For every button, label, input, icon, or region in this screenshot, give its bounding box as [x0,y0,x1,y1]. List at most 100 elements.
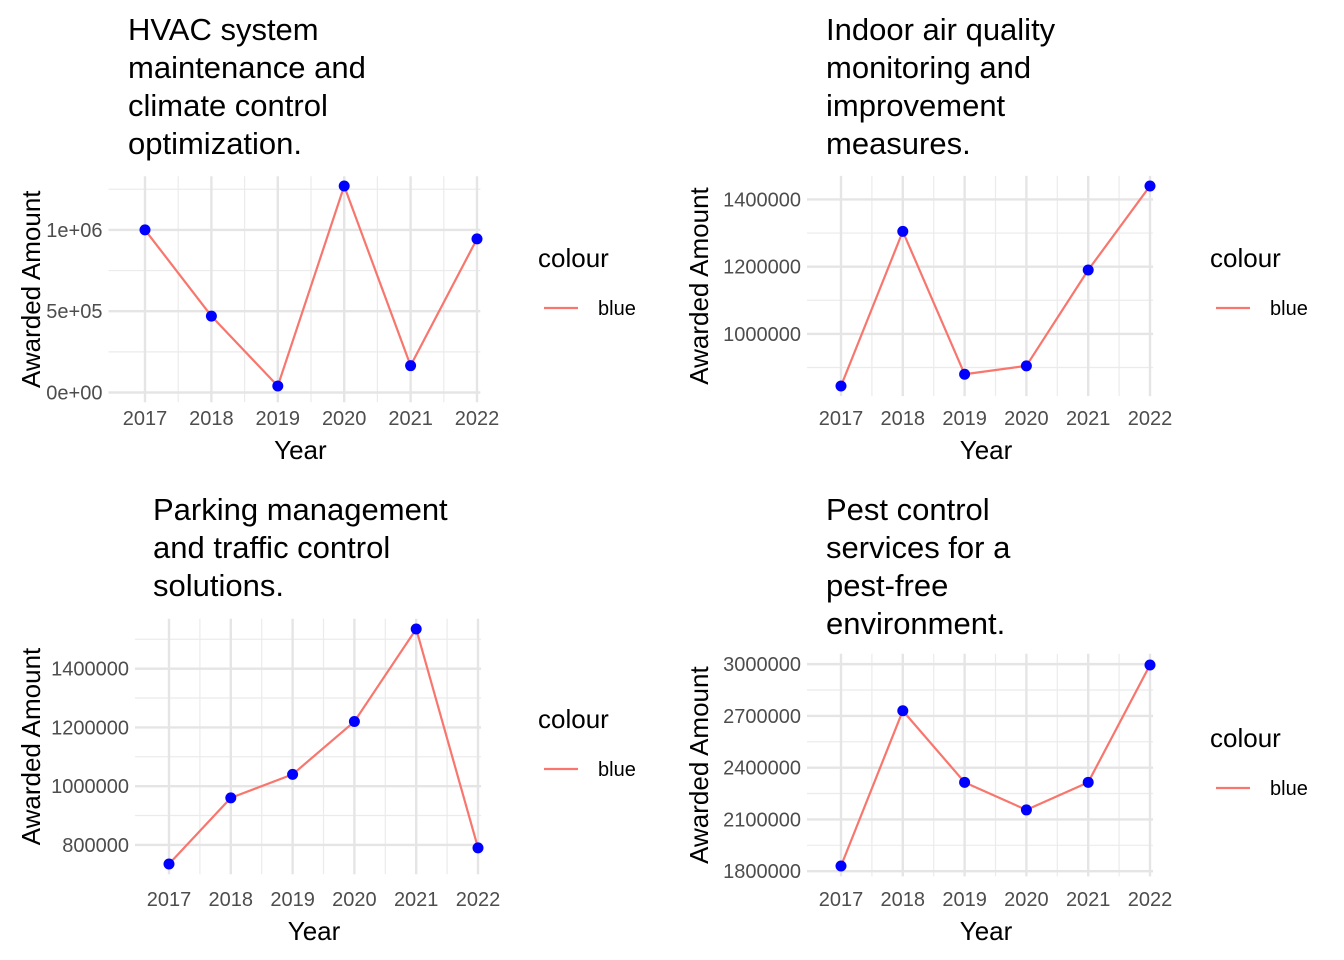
series-line [839,664,1151,867]
y-tick-label: 1e+06 [46,220,102,242]
x-tick-label: 2020 [322,408,367,430]
x-tick-label: 2018 [881,889,926,911]
x-tick-label: 2019 [270,889,315,911]
chart-title: Pest control services for a pest-free envir… [826,492,1011,641]
chart-title: HVAC system maintenance and climate contro… [128,12,366,161]
legend-label: blue [1270,298,1308,320]
x-tick-label: 2018 [881,408,926,430]
x-tick-label: 2022 [455,408,500,430]
y-tick-label: 2400000 [723,758,801,780]
chart-title-line: monitoring and [826,50,1031,85]
chart-title-line: and traffic control [153,530,390,565]
y-tick-label: 2700000 [723,706,801,728]
data-point [959,368,971,380]
series-line [144,184,478,388]
chart-title-line: solutions. [153,568,284,603]
x-tick-label: 2021 [1066,408,1111,430]
data-point [225,792,237,804]
y-tick-label: 1000000 [51,776,129,798]
y-tick-label: 1200000 [51,717,129,739]
y-tick-label: 1800000 [723,861,801,883]
x-tick-label: 2019 [256,408,301,430]
chart-title-line: environment. [826,606,1005,641]
x-tick-label: 2022 [1128,889,1173,911]
y-tick-label: 3000000 [723,654,801,676]
legend-label: blue [1270,778,1308,800]
chart-title-line: HVAC system [128,12,319,47]
chart-panel-3: Parking management and traffic control sol… [16,492,636,946]
data-point [1082,264,1094,276]
legend-title: colour [538,243,609,273]
y-tick-label: 800000 [62,835,129,857]
legend-title: colour [1210,723,1281,753]
y-tick-label: 5e+05 [46,301,102,323]
x-tick-label: 2021 [394,889,439,911]
x-tick-label: 2020 [1004,408,1049,430]
y-tick-label: 1400000 [51,659,129,681]
data-point [1020,804,1032,816]
chart-title-line: services for a [826,530,1011,565]
x-tick-label: 2021 [388,408,433,430]
data-point [471,233,483,245]
data-point [1020,360,1032,372]
data-point [959,776,971,788]
data-point [472,842,484,854]
x-axis-title: Year [960,435,1013,465]
data-point [139,224,151,236]
x-axis-title: Year [288,916,341,946]
chart-title-line: optimization. [128,126,302,161]
data-point [205,310,217,322]
legend-title: colour [538,704,609,734]
data-point [1144,180,1156,192]
y-tick-label: 1000000 [723,324,801,346]
chart-title-line: maintenance and [128,50,366,85]
series-line [839,185,1151,387]
x-tick-label: 2020 [332,889,377,911]
x-tick-label: 2018 [189,408,234,430]
x-tick-label: 2022 [1128,408,1173,430]
data-point [348,716,360,728]
chart-panel-2: Indoor air quality monitoring and improvem… [684,12,1308,465]
x-tick-label: 2017 [123,408,168,430]
legend-label: blue [598,759,636,781]
x-tick-label: 2018 [209,889,254,911]
chart-title: Parking management and traffic control sol… [153,492,448,603]
legend-title: colour [1210,243,1281,273]
data-point [405,360,417,372]
chart-title-line: pest-free [826,568,948,603]
y-axis-title: Awarded Amount [684,666,714,864]
y-axis-title: Awarded Amount [16,190,46,388]
chart-title-line: climate control [128,88,328,123]
y-tick-label: 2100000 [723,809,801,831]
y-tick-label: 0e+00 [46,383,102,405]
series-line [168,627,480,865]
data-point [338,180,350,192]
chart-title-line: Parking management [153,492,448,527]
y-tick-label: 1400000 [723,189,801,211]
x-tick-label: 2022 [456,889,501,911]
data-point [287,768,299,780]
data-point [897,705,909,717]
chart-title-line: Indoor air quality [826,12,1056,47]
data-point [835,380,847,392]
chart-title-line: measures. [826,126,971,161]
legend-label: blue [598,298,636,320]
x-axis-title: Year [274,435,327,465]
data-point [1144,659,1156,671]
chart-panel-4: Pest control services for a pest-free envir… [684,492,1308,946]
y-axis-title: Awarded Amount [684,186,714,384]
y-tick-label: 1200000 [723,257,801,279]
chart-title: Indoor air quality monitoring and improvem… [826,12,1056,161]
data-point [163,858,175,870]
x-tick-label: 2021 [1066,889,1111,911]
x-tick-label: 2019 [942,889,987,911]
x-axis-title: Year [960,916,1013,946]
chart-title-line: improvement [826,88,1006,123]
data-point [1082,776,1094,788]
x-tick-label: 2019 [942,408,987,430]
x-tick-label: 2020 [1004,889,1049,911]
x-tick-label: 2017 [147,889,192,911]
x-tick-label: 2017 [819,889,864,911]
data-point [835,860,847,872]
